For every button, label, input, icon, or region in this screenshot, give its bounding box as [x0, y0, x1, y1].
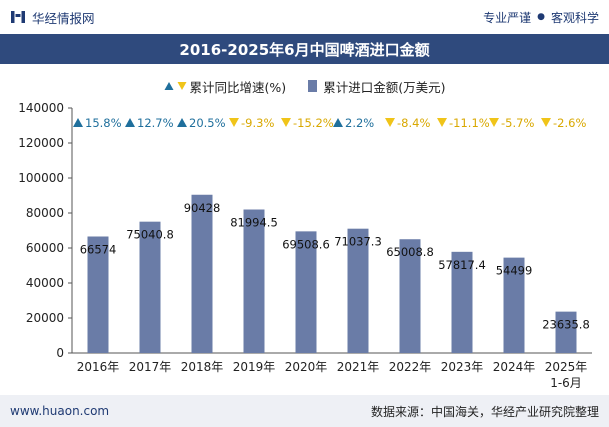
- bar-value-label: 90428: [184, 201, 221, 215]
- growth-label: -2.6%: [553, 116, 586, 130]
- chart-title-bar: 2016-2025年6月中国啤酒进口金额: [0, 34, 609, 64]
- x-tick-label: 2018年: [181, 360, 224, 374]
- bar-value-label: 75040.8: [126, 228, 174, 242]
- bar-chart: 0 20000 40000 60000 80000 100000 120000 140000 6…: [18, 101, 592, 390]
- triangle-up-icon: [164, 82, 174, 90]
- growth-label: -8.4%: [397, 116, 430, 130]
- brand-logo-icon: [11, 11, 25, 23]
- y-tick-label: 20000: [26, 311, 64, 325]
- legend-growth: 累计同比增速(%): [164, 77, 287, 96]
- x-tick-label: 2021年: [337, 360, 380, 374]
- legend-bar-swatch-icon: [308, 80, 318, 92]
- x-tick-label: 2024年: [493, 360, 536, 374]
- growth-down-icon: [385, 118, 395, 127]
- x-tick-label: 2025年: [545, 360, 588, 374]
- brand: 华经情报网: [10, 8, 95, 27]
- growth-label: -11.1%: [449, 116, 490, 130]
- x-tick-label: 1-6月: [550, 376, 582, 390]
- x-tick-label: 2019年: [233, 360, 276, 374]
- growth-up-icon: [177, 118, 187, 127]
- dot-separator-icon: ●: [537, 12, 545, 22]
- growth-label: -5.7%: [501, 116, 534, 130]
- growth-down-icon: [281, 118, 291, 127]
- bar: [191, 194, 213, 353]
- growth-down-icon: [541, 118, 551, 127]
- y-tick-label: 0: [56, 346, 64, 360]
- x-tick-label: 2023年: [441, 360, 484, 374]
- brand-name: 华经情报网: [32, 10, 95, 26]
- legend-amount: 累计进口金额(万美元): [308, 77, 445, 96]
- growth-down-icon: [229, 118, 239, 127]
- legend-growth-label: 累计同比增速(%): [189, 79, 287, 95]
- bar: [451, 251, 473, 353]
- y-tick-label: 80000: [26, 206, 64, 220]
- tagline-right: 客观科学: [550, 10, 599, 25]
- x-tick-label: 2016年: [77, 360, 120, 374]
- bar-value-label: 57817.4: [438, 258, 486, 272]
- triangle-down-icon: [177, 82, 187, 90]
- x-tick-label: 2022年: [389, 360, 432, 374]
- x-tick-label: 2020年: [285, 360, 328, 374]
- chart-title: 2016-2025年6月中国啤酒进口金额: [179, 40, 430, 59]
- footer: www.huaon.com 数据来源：中国海关，华经产业研究院整理: [0, 395, 609, 427]
- y-tick-label: 60000: [26, 241, 64, 255]
- bar: [295, 231, 317, 353]
- growth-up-icon: [125, 118, 135, 127]
- growth-down-icon: [437, 118, 447, 127]
- bar: [87, 236, 109, 353]
- bar: [243, 209, 265, 353]
- y-tick-label: 120000: [18, 136, 64, 150]
- growth-label: -15.2%: [293, 116, 334, 130]
- growth-label: 20.5%: [189, 116, 226, 130]
- y-tick-label: 140000: [18, 101, 64, 115]
- footer-source: 数据来源：中国海关，华经产业研究院整理: [370, 404, 599, 419]
- tagline-left: 专业严谨: [483, 10, 532, 25]
- top-bar: 华经情报网 专业严谨 ● 客观科学: [0, 0, 609, 34]
- x-tick-label: 2017年: [129, 360, 172, 374]
- legend-amount-label: 累计进口金额(万美元): [323, 79, 446, 95]
- growth-label: 12.7%: [137, 116, 174, 130]
- legend: 累计同比增速(%) 累计进口金额(万美元): [0, 76, 609, 96]
- bar-value-label: 65008.8: [386, 245, 434, 259]
- growth-up-icon: [73, 118, 83, 127]
- growth-down-icon: [489, 118, 499, 127]
- bar: [503, 257, 525, 353]
- bar-value-label: 66574: [80, 242, 117, 256]
- y-tick-label: 40000: [26, 276, 64, 290]
- bar: [347, 228, 369, 353]
- bar: [555, 311, 577, 353]
- bar-value-label: 69508.6: [282, 237, 330, 251]
- bar-value-label: 71037.3: [334, 235, 382, 249]
- growth-label: 15.8%: [85, 116, 122, 130]
- growth-label: 2.2%: [345, 116, 374, 130]
- bar: [399, 239, 421, 353]
- bar-value-label: 54499: [496, 264, 533, 278]
- growth-label: -9.3%: [241, 116, 274, 130]
- bar-value-label: 81994.5: [230, 216, 278, 230]
- bar: [139, 221, 161, 353]
- growth-up-icon: [333, 118, 343, 127]
- footer-website: www.huaon.com: [10, 404, 110, 418]
- y-tick-label: 100000: [18, 171, 64, 185]
- bar-value-label: 23635.8: [542, 318, 590, 332]
- tagline: 专业严谨 ● 客观科学: [483, 9, 599, 26]
